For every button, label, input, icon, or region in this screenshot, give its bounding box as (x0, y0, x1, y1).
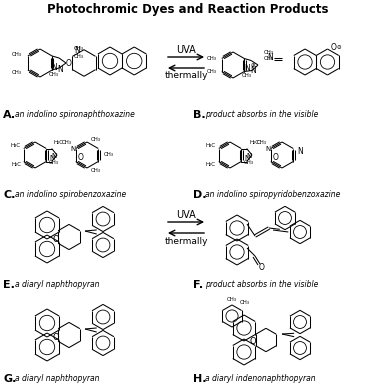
Text: CH₃: CH₃ (62, 140, 72, 145)
Text: a diaryl naphthopyran: a diaryl naphthopyran (15, 280, 100, 289)
Text: CH₃: CH₃ (244, 160, 254, 165)
Text: O: O (250, 337, 257, 346)
Text: B.: B. (193, 110, 205, 120)
Text: H₂C: H₂C (249, 140, 259, 145)
Text: F.: F. (193, 280, 203, 290)
Text: N: N (70, 146, 76, 152)
Text: O: O (273, 152, 279, 161)
Text: H₂C: H₂C (54, 140, 64, 145)
Text: an indolino spiropyridobenzoxazine: an indolino spiropyridobenzoxazine (205, 190, 340, 199)
Text: N: N (246, 154, 251, 160)
Text: O: O (52, 332, 59, 341)
Text: UVA: UVA (176, 45, 196, 55)
Text: C.: C. (3, 190, 15, 200)
Text: CH₃: CH₃ (49, 72, 59, 77)
Text: N: N (265, 146, 271, 152)
Text: H₂C: H₂C (11, 162, 21, 167)
Text: O: O (78, 152, 84, 161)
Text: N: N (57, 65, 63, 74)
Text: CH₃: CH₃ (207, 56, 217, 61)
Text: CH₃: CH₃ (12, 52, 22, 57)
Text: an indolino spironaphthoxazine: an indolino spironaphthoxazine (15, 110, 135, 119)
Text: N: N (51, 63, 57, 72)
Text: CH₃: CH₃ (74, 54, 84, 59)
Text: a diaryl naphthopyran: a diaryl naphthopyran (15, 374, 100, 383)
Text: H₃C: H₃C (11, 143, 21, 148)
Text: O: O (66, 59, 72, 68)
Text: CH₃: CH₃ (264, 50, 274, 54)
Text: N: N (297, 147, 303, 156)
Text: a diaryl indenonaphthopyran: a diaryl indenonaphthopyran (205, 374, 316, 383)
Text: D.: D. (193, 190, 207, 200)
Text: product absorbs in the visible: product absorbs in the visible (205, 110, 318, 119)
Text: H₂C: H₂C (206, 162, 216, 167)
Text: CH₃: CH₃ (242, 73, 252, 78)
Text: N: N (244, 64, 250, 73)
Text: N: N (49, 154, 54, 160)
Text: thermally: thermally (164, 237, 208, 246)
Text: CH₃: CH₃ (257, 140, 267, 145)
Text: CH₃: CH₃ (264, 56, 274, 61)
Text: H.: H. (193, 374, 207, 384)
Text: CH₃: CH₃ (90, 137, 101, 142)
Text: CH₃: CH₃ (207, 69, 217, 74)
Text: product absorbs in the visible: product absorbs in the visible (205, 280, 318, 289)
Text: O: O (52, 235, 59, 244)
Text: an indolino spirobenzoxazine: an indolino spirobenzoxazine (15, 190, 126, 199)
Text: O: O (259, 262, 265, 271)
Text: CH₃: CH₃ (49, 160, 59, 165)
Text: CH₃: CH₃ (104, 152, 114, 158)
Text: CH₃: CH₃ (74, 47, 84, 52)
Text: N: N (74, 46, 80, 55)
Text: N: N (250, 66, 256, 75)
Text: ⊖: ⊖ (337, 45, 341, 50)
Text: CH₃: CH₃ (90, 168, 101, 173)
Text: UVA: UVA (176, 210, 196, 220)
Text: O: O (331, 43, 337, 52)
Text: A.: A. (3, 110, 16, 120)
Text: thermally: thermally (164, 72, 208, 81)
Text: G.: G. (3, 374, 16, 384)
Text: N: N (244, 154, 249, 160)
Text: Photochromic Dyes and Reaction Products: Photochromic Dyes and Reaction Products (47, 4, 329, 16)
Text: CH₃: CH₃ (12, 70, 22, 75)
Text: N: N (267, 52, 273, 61)
Text: CH₃: CH₃ (240, 300, 250, 305)
Text: ⊕: ⊕ (250, 63, 255, 68)
Text: E.: E. (3, 280, 15, 290)
Text: N: N (51, 154, 56, 160)
Text: H₃C: H₃C (206, 143, 216, 148)
Text: CH₃: CH₃ (227, 298, 237, 303)
